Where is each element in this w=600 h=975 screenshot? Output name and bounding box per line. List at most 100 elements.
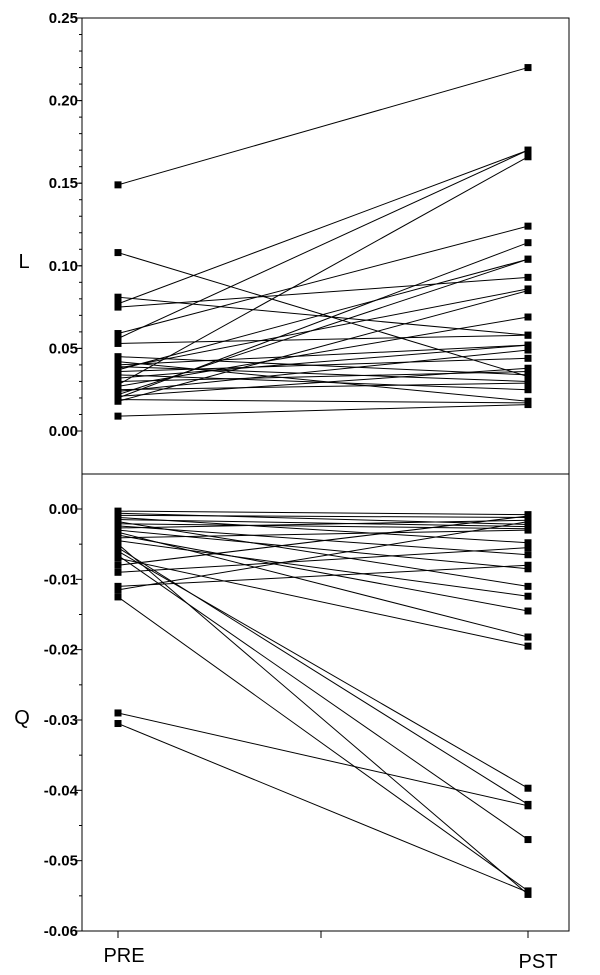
bottom-series-line-14 [117, 540, 529, 597]
top-series-line-24 [117, 367, 529, 397]
bottom-y-axis: 0.00 -0.01 -0.02 -0.03 -0.04 -0.05 -0.06 [44, 501, 82, 940]
top-series-line-25 [117, 242, 529, 399]
bottom-point-pst-26 [524, 888, 532, 896]
top-series-line-7 [117, 149, 529, 339]
bottom-point-pst-21 [524, 544, 532, 552]
bottom-point-pre-17 [114, 547, 122, 555]
top-series-line-11 [117, 344, 529, 366]
top-series-line-6 [117, 225, 529, 335]
top-point-pst-1 [524, 64, 532, 72]
top-y-tick-label: 0.05 [49, 340, 78, 357]
top-series-line-27 [117, 290, 529, 402]
top-y-tick-label: 0.15 [49, 175, 78, 192]
bottom-point-pst-4 [524, 539, 532, 547]
top-y-tick-label: 0.25 [49, 10, 78, 27]
top-series-line-10 [117, 361, 529, 402]
top-point-pre-1 [114, 181, 122, 189]
top-series-line-4 [117, 149, 529, 305]
top-series-line-5 [117, 276, 529, 308]
bottom-series-line-25 [117, 712, 529, 807]
bottom-point-pst-17 [524, 784, 532, 792]
bottom-point-pst-18 [524, 836, 532, 844]
bottom-series-line-23 [117, 521, 529, 591]
top-series-line-9 [117, 356, 529, 376]
top-point-pst-5 [524, 273, 532, 281]
top-point-pst-6 [524, 222, 532, 230]
top-point-pst-27 [524, 287, 532, 295]
bottom-point-pre-24 [114, 593, 122, 601]
top-series-line-28 [117, 404, 529, 417]
top-point-pst-7 [524, 146, 532, 154]
top-point-pre-5 [114, 303, 122, 311]
bottom-y-tick-label: -0.05 [44, 853, 78, 870]
top-panel: L 0.25 0.20 0.15 0.10 0.05 0.00 [18, 10, 570, 475]
top-series-line-21 [117, 382, 529, 391]
top-point-pst-8 [524, 331, 532, 339]
bottom-y-tick-label: 0.00 [49, 501, 78, 518]
top-y-tick-label: 0.10 [49, 258, 78, 275]
bottom-point-pre-26 [114, 720, 122, 728]
top-point-pst-23 [524, 255, 532, 263]
bottom-point-pre-15 [114, 540, 122, 548]
bottom-point-pst-11 [524, 633, 532, 641]
top-y-axis: 0.25 0.20 0.15 0.10 0.05 0.00 [49, 10, 82, 440]
top-y-axis-label: L [18, 251, 29, 273]
bottom-series-line-24 [117, 596, 529, 892]
bottom-y-tick-label: -0.01 [44, 571, 78, 588]
top-series-lines [117, 67, 529, 417]
bottom-point-pst-10 [524, 565, 532, 573]
bottom-point-pre-25 [114, 709, 122, 717]
top-y-tick-label: 0.00 [49, 423, 78, 440]
bottom-series-line-22 [117, 564, 529, 587]
top-series-line-22 [117, 349, 529, 392]
bottom-series-line-7 [117, 523, 529, 530]
bottom-point-pre-21 [114, 568, 122, 576]
bottom-point-pst-6 [524, 582, 532, 590]
bottom-point-pst-13 [524, 526, 532, 534]
bottom-point-pst-14 [524, 592, 532, 600]
bottom-series-line-17 [117, 550, 529, 789]
top-point-pst-15 [524, 354, 532, 362]
bottom-series-line-2 [117, 512, 529, 525]
bottom-y-tick-label: -0.03 [44, 712, 78, 729]
bottom-series-line-21 [117, 547, 529, 573]
top-point-pre-8 [114, 339, 122, 347]
top-point-pst-17 [524, 341, 532, 349]
bottom-series-line-4 [117, 516, 529, 544]
top-point-pst-20 [524, 313, 532, 321]
bottom-series-line-15 [117, 543, 529, 895]
top-point-pst-24 [524, 364, 532, 372]
bottom-series-lines [117, 510, 529, 895]
top-series-line-13 [117, 288, 529, 369]
bottom-series-line-12 [117, 534, 529, 612]
top-series-line-26 [117, 399, 529, 404]
bottom-series-line-9 [117, 519, 529, 529]
bottom-y-tick-label: -0.02 [44, 642, 78, 659]
top-series-line-19 [117, 156, 529, 386]
top-point-pre-7 [114, 334, 122, 342]
bottom-series-line-6 [117, 521, 529, 587]
top-series-line-1 [117, 67, 529, 186]
top-series-line-15 [117, 357, 529, 373]
bottom-point-pst-20 [524, 512, 532, 520]
bottom-series-line-11 [117, 531, 529, 638]
bottom-series-line-3 [117, 514, 529, 518]
bottom-series-line-20 [117, 515, 529, 566]
bottom-point-pre-20 [114, 561, 122, 569]
bottom-point-pst-25 [524, 802, 532, 810]
top-point-pre-3 [114, 293, 122, 301]
top-point-pst-19 [524, 153, 532, 161]
top-point-pre-9 [114, 353, 122, 361]
bottom-series-markers [114, 507, 532, 898]
top-point-pre-28 [114, 412, 122, 420]
bottom-y-axis-label: Q [14, 707, 30, 729]
top-point-pst-21 [524, 379, 532, 387]
bottom-series-line-19 [117, 557, 529, 647]
bottom-series-line-13 [117, 529, 529, 539]
bottom-point-pst-22 [524, 561, 532, 569]
top-series-line-8 [117, 334, 529, 344]
bottom-series-line-5 [117, 519, 529, 528]
bottom-point-pre-23 [114, 586, 122, 594]
top-series-line-14 [117, 258, 529, 371]
